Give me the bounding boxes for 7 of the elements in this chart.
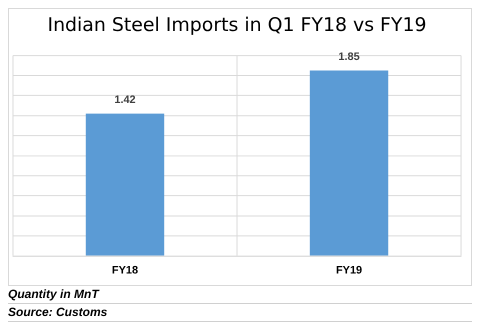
data-label: 1.42 — [114, 94, 136, 106]
data-label: 1.85 — [338, 51, 360, 64]
source-note: Source: Customs — [8, 304, 472, 322]
chart-title: Indian Steel Imports in Q1 FY18 vs FY19 — [47, 14, 427, 36]
x-tick-label: FY18 — [112, 264, 138, 277]
text: Quantity in MnT — [8, 286, 472, 304]
x-tick-label: FY19 — [336, 264, 362, 277]
